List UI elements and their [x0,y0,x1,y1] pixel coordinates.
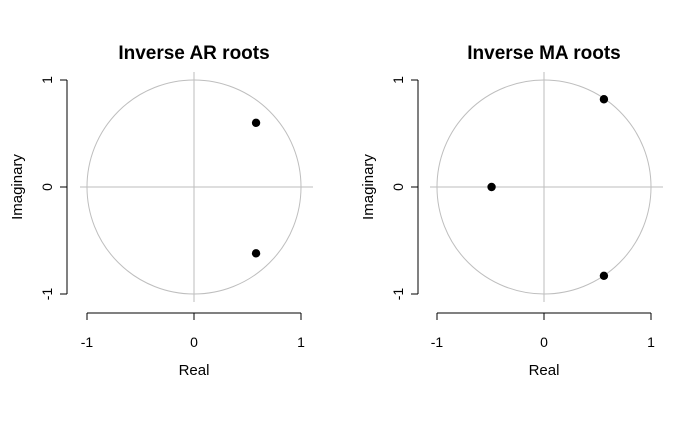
chart-panel-ar: Inverse AR roots -1 0 1 -1 0 1 Real Imaginary [9,43,313,379]
y-axis-label: Imaginary [9,154,26,220]
chart-title: Inverse MA roots [467,43,620,64]
y-tick-label: 0 [390,183,406,191]
x-tick-label: -1 [81,334,94,350]
root-point [599,271,609,281]
unit-circle [86,79,302,295]
chart-panel-ma: Inverse MA roots -1 0 1 -1 0 1 Real Imaginary [360,43,663,379]
y-axis-label: Imaginary [360,154,377,220]
x-tick-label: 1 [647,334,655,350]
y-tick-label: -1 [390,288,406,301]
y-tick-label: 1 [39,76,55,84]
x-tick-label: 0 [190,334,198,350]
x-tick-label: 0 [540,334,548,350]
root-point [251,249,261,258]
chart-title: Inverse AR roots [118,43,269,64]
root-point [487,182,496,192]
root-point [251,118,261,128]
x-tick-label: 1 [297,334,305,350]
y-tick-label: 1 [390,76,406,84]
x-tick-label: -1 [431,334,444,350]
y-tick-label: 0 [39,183,55,191]
unit-circle [436,79,652,295]
x-axis-label: Real [179,362,210,379]
x-axis-label: Real [529,362,560,379]
y-tick-label: -1 [39,288,55,301]
root-point [599,95,609,104]
